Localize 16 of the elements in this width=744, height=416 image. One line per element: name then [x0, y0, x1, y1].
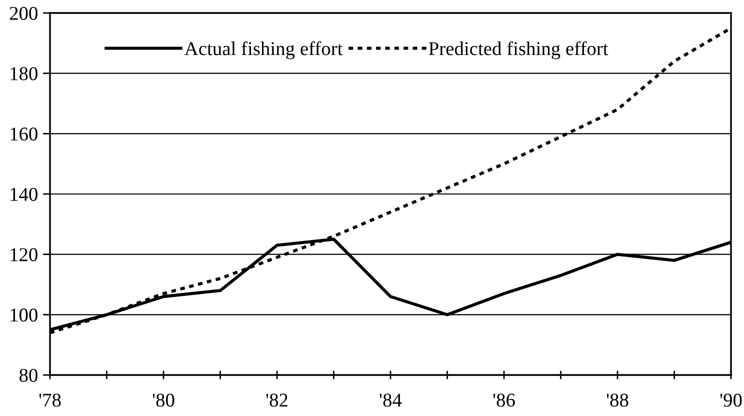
x-tick-label: '82: [266, 394, 288, 407]
y-tick-label: 200: [10, 6, 38, 20]
legend-label: Predicted fishing effort: [428, 41, 608, 60]
y-tick-label: 80: [19, 368, 38, 382]
y-tick-label: 140: [10, 188, 38, 201]
y-tick-label: 120: [10, 248, 38, 262]
x-tick-label: '88: [606, 394, 628, 407]
x-tick-label: '80: [152, 394, 174, 407]
x-tick-label: '86: [493, 394, 515, 407]
legend-label: Actual fishing effort: [184, 41, 343, 60]
y-tick-label: 160: [10, 127, 38, 141]
y-tick-label: 180: [10, 67, 38, 80]
x-tick-label: '84: [380, 394, 402, 407]
x-tick-label: '90: [720, 394, 742, 407]
x-tick-label: '78: [39, 394, 61, 407]
y-tick-label: 100: [10, 308, 38, 322]
